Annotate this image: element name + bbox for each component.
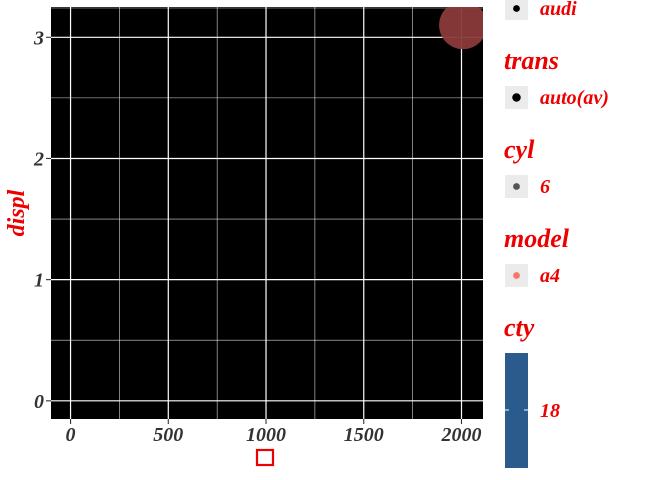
legend-title: model [504,224,570,253]
y-axis-title: displ [4,189,30,236]
legend-label: audi [540,0,577,20]
legend-title: cyl [504,135,535,164]
x-axis-title-square-icon [255,448,275,467]
legend-title: trans [504,46,559,75]
legend-label: 6 [540,176,550,198]
y-tick-label: 0 [34,391,44,413]
y-tick-label: 2 [33,148,44,170]
legend-group-0: audi [505,0,577,20]
legend-key-point [512,93,521,102]
points-group [439,7,483,50]
legend-label: auto(av) [540,87,609,109]
legend-label: a4 [540,265,560,287]
plot-panel [51,7,483,419]
legend-title: cty [504,313,535,342]
y-tick-label: 1 [34,270,44,292]
x-tick-label: 1000 [246,424,286,446]
x-tick-label: 2000 [440,424,481,446]
legend-colorbar [505,353,528,468]
legend-key-point [513,5,520,12]
legend-trans: trans auto(av) [504,46,609,109]
y-tick-label: 3 [33,27,44,49]
x-tick-label: 0 [66,424,76,446]
data-point [439,7,483,50]
legend-cty: cty 18 [504,313,560,468]
x-tick-label: 500 [153,424,183,446]
legend-model: model a4 [504,224,570,287]
x-tick-label: 1500 [344,424,384,446]
legend-key-point [513,183,520,190]
legend-key-point [513,272,520,279]
legend-label: 18 [540,400,560,422]
